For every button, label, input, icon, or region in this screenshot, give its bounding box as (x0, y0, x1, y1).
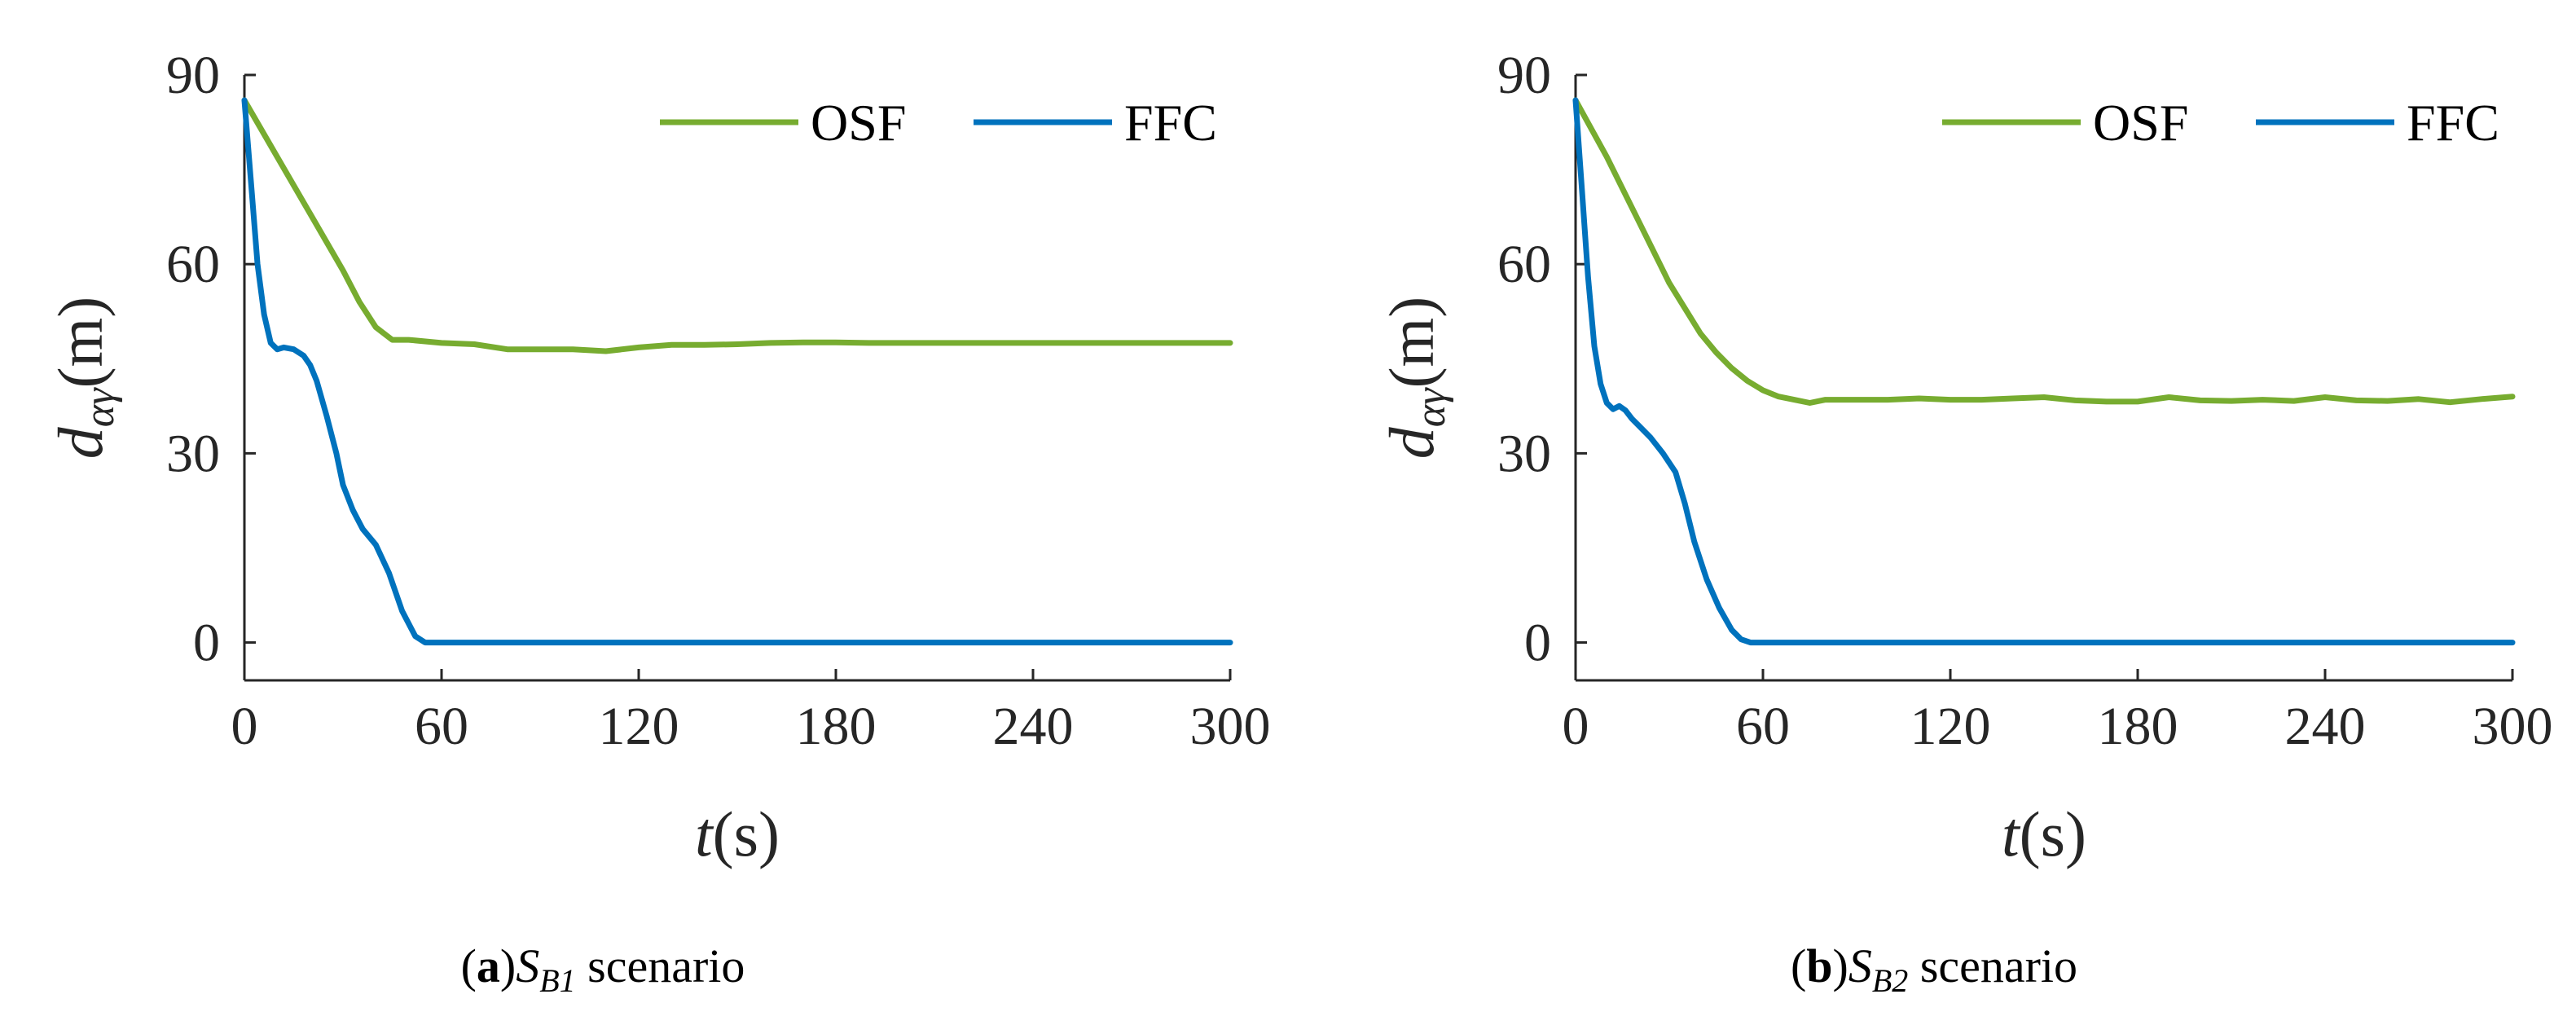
x-tick-label: 300 (2473, 697, 2553, 756)
y-tick-label: 0 (193, 614, 220, 673)
series-line-osf (241, 97, 1233, 354)
caption-letter: a (477, 939, 500, 992)
series-line-ffc (1572, 97, 2516, 646)
y-axis-label-sub: αγ (77, 387, 123, 427)
caption-letter: b (1806, 939, 1832, 992)
legend: OSF FFC (1942, 94, 2499, 152)
x-axis-label: t(s) (2002, 798, 2086, 869)
legend-label-osf: OSF (2093, 94, 2188, 152)
caption-symbol: S (1848, 939, 1872, 992)
panel-caption: (b)SB2 scenario (1791, 939, 2077, 999)
x-axis-label: t(s) (695, 798, 780, 869)
x-tick-label: 240 (993, 697, 1074, 756)
y-tick-label: 60 (166, 235, 220, 294)
x-tick-label: 60 (1736, 697, 1790, 756)
x-tick-label: 0 (1563, 697, 1589, 756)
x-axis-label-unit: (s) (713, 798, 780, 869)
x-axis-label-var: t (2002, 798, 2021, 869)
caption-symbol-index: B1 (539, 962, 575, 999)
y-tick-label: 30 (166, 424, 220, 483)
y-axis-label-unit: (m) (1376, 297, 1447, 389)
legend: OSF FFC (660, 94, 1217, 152)
y-axis-label-unit: (m) (45, 297, 116, 389)
x-tick-label: 120 (1910, 697, 1991, 756)
x-tick-label: 300 (1190, 697, 1271, 756)
caption-paren-open: ( (1791, 939, 1806, 992)
legend-label-osf: OSF (811, 94, 906, 152)
x-tick-label: 180 (796, 697, 877, 756)
panel-caption: (a)SB1 scenario (461, 939, 745, 999)
y-tick-label: 90 (1497, 46, 1551, 105)
caption-paren-open: ( (461, 939, 477, 992)
y-axis-label-var: d (45, 426, 116, 459)
y-tick-label: 0 (1524, 614, 1551, 673)
x-axis-label-var: t (695, 798, 714, 869)
series-line-osf (1572, 97, 2516, 406)
y-tick-label: 30 (1497, 424, 1551, 483)
legend-label-ffc: FFC (2407, 94, 2499, 152)
y-tick-label: 60 (1497, 235, 1551, 294)
caption-symbol: S (516, 939, 539, 992)
caption-text: scenario (576, 939, 745, 992)
caption-symbol-index: B2 (1872, 962, 1908, 999)
chart-panel-a: 0 60 120 180 240 300 0 30 60 90 OSF FFC t(s) dαγ(m) (a… (45, 46, 1271, 999)
x-tick-label: 240 (2285, 697, 2366, 756)
series-line-ffc (241, 97, 1233, 646)
y-axis-label: dαγ(m) (45, 297, 123, 459)
y-axis-label-sub: αγ (1408, 387, 1454, 427)
y-axis-label: dαγ(m) (1376, 297, 1454, 459)
caption-text: scenario (1908, 939, 2077, 992)
x-axis-label-unit: (s) (2020, 798, 2086, 869)
x-tick-label: 60 (415, 697, 468, 756)
chart-panel-b: 0 60 120 180 240 300 0 30 60 90 OSF FFC t(s) dαγ(m) (b… (1376, 46, 2553, 999)
y-tick-label: 90 (166, 46, 220, 105)
x-tick-label: 120 (599, 697, 679, 756)
caption-paren-close: ) (1833, 939, 1848, 992)
x-tick-label: 180 (2098, 697, 2178, 756)
legend-label-ffc: FFC (1124, 94, 1217, 152)
x-tick-label: 0 (231, 697, 258, 756)
y-axis-label-var: d (1376, 426, 1447, 459)
caption-paren-close: ) (500, 939, 516, 992)
